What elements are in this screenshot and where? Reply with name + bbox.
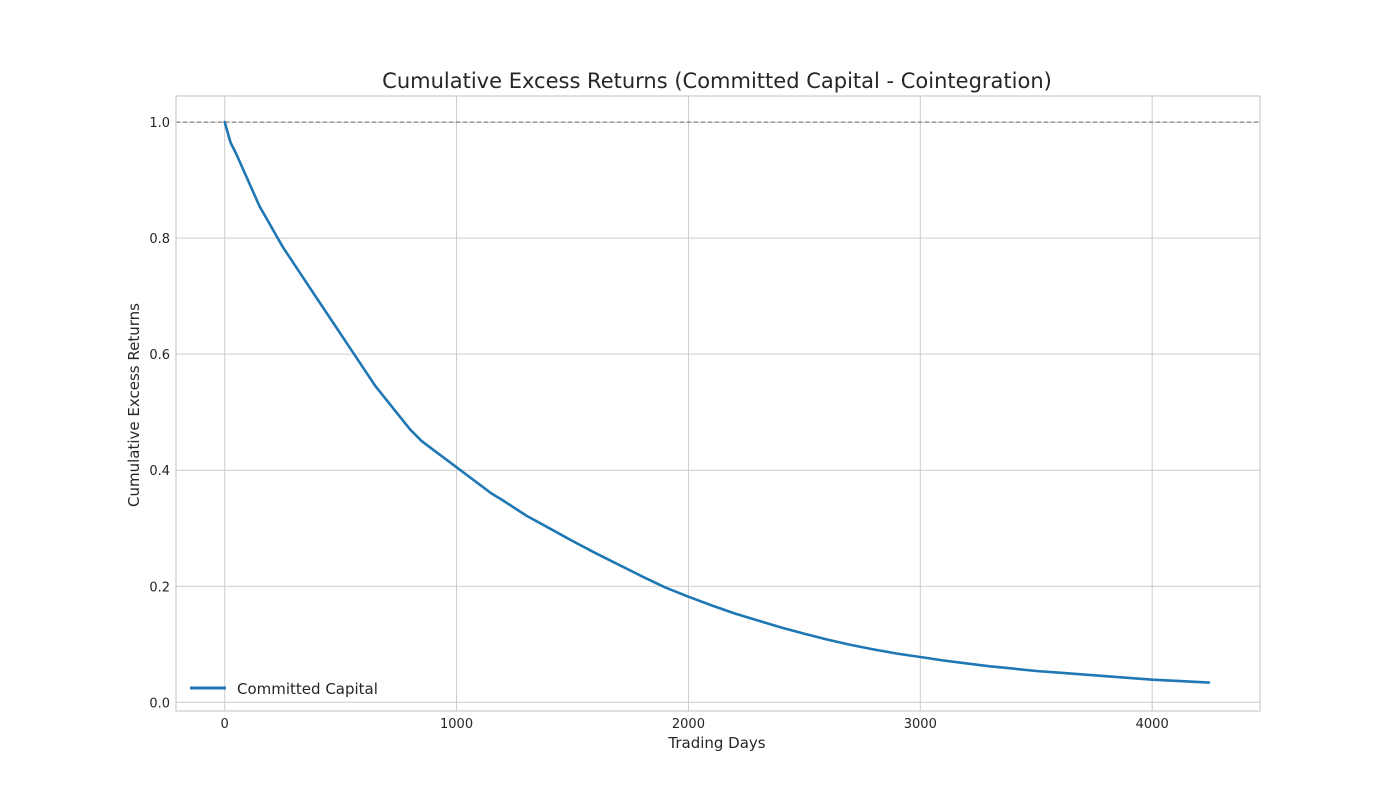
x-tick-label: 3000: [904, 717, 937, 732]
x-tick-label: 0: [221, 717, 229, 732]
legend-label-committed-capital: Committed Capital: [237, 680, 378, 698]
plot-frame: [175, 95, 1261, 712]
series-line-committed-capital: [223, 120, 1211, 684]
y-tick-label: 0.2: [149, 580, 170, 595]
x-tick-label: 2000: [672, 717, 705, 732]
y-tick-label: 0.6: [149, 348, 170, 363]
y-tick-label: 0.8: [149, 232, 170, 247]
y-tick-label: 0.0: [149, 696, 170, 711]
x-tick-label: 4000: [1136, 717, 1169, 732]
y-tick-label: 0.4: [149, 464, 170, 479]
grid: [176, 96, 1260, 711]
y-ticks: 0.0 0.2 0.4 0.6 0.8 1.0: [149, 116, 170, 711]
series-group: [223, 120, 1211, 684]
y-tick-label: 1.0: [149, 116, 170, 131]
y-axis-label: Cumulative Excess Returns: [125, 303, 143, 507]
x-tick-label: 1000: [440, 717, 473, 732]
x-ticks: 0 1000 2000 3000 4000: [221, 717, 1169, 732]
legend: Committed Capital: [190, 680, 378, 698]
x-axis-label: Trading Days: [667, 734, 765, 752]
chart-title: Cumulative Excess Returns (Committed Cap…: [382, 69, 1052, 93]
